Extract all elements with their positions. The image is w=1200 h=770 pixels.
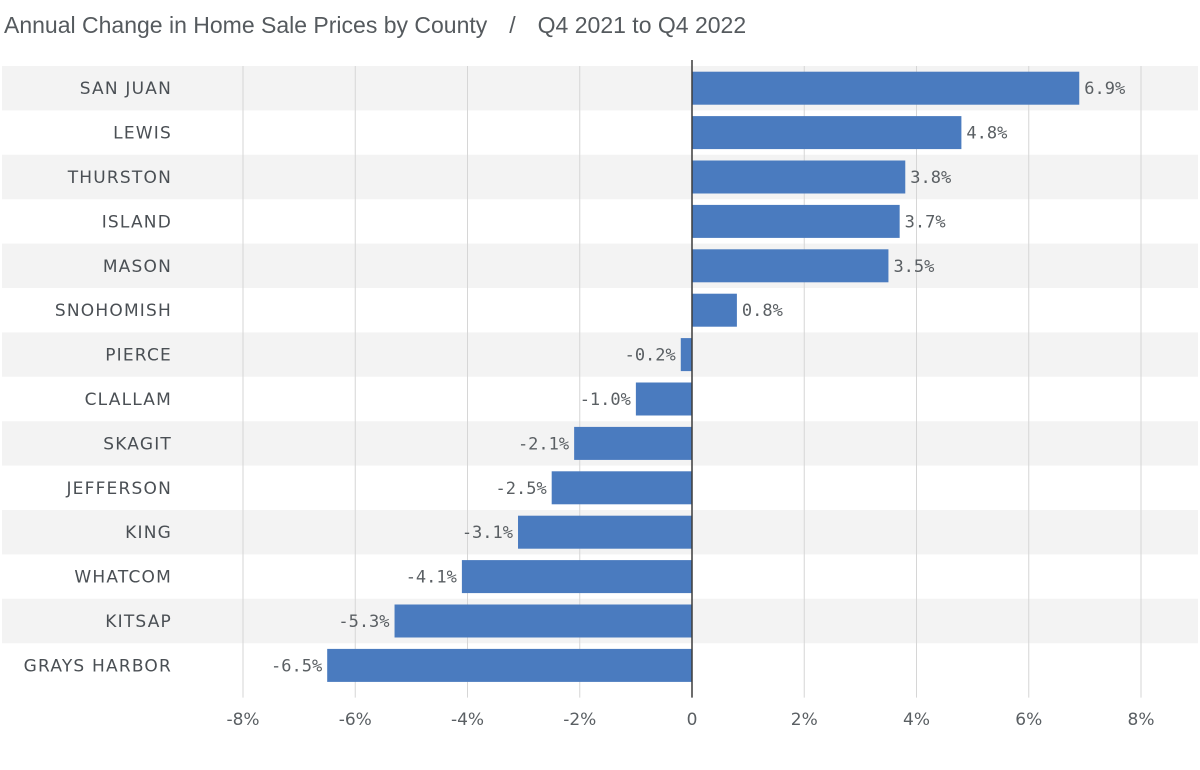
bar <box>692 160 906 194</box>
category-label: GRAYS HARBOR <box>24 656 172 676</box>
x-tick-label: 6% <box>1015 710 1042 730</box>
bar <box>692 71 1080 105</box>
x-tick-label: 2% <box>791 710 818 730</box>
gridlines <box>242 66 1142 698</box>
value-labels: 6.9% 4.8% 3.8% 3.7% 3.5% 0.8% -0.2% -1.0% -2.1% -… <box>271 79 1125 676</box>
bars <box>327 71 1080 682</box>
bar <box>692 249 889 283</box>
category-label: WHATCOM <box>74 568 172 588</box>
category-label: MASON <box>103 257 172 277</box>
value-label: -6.5% <box>271 656 322 676</box>
bar <box>692 204 900 238</box>
value-label: 4.8% <box>966 124 1007 144</box>
value-label: 3.8% <box>910 168 951 188</box>
title-separator: / <box>509 12 516 38</box>
value-label: 6.9% <box>1084 79 1125 99</box>
category-label: KING <box>125 523 172 543</box>
category-label: SAN JUAN <box>80 79 172 99</box>
chart-subtitle: Q4 2021 to Q4 2022 <box>537 12 747 38</box>
value-label: -2.1% <box>518 434 569 454</box>
bar <box>680 338 692 372</box>
bar <box>635 382 692 416</box>
bar <box>518 515 692 549</box>
category-label: PIERCE <box>105 346 172 366</box>
value-label: -2.5% <box>496 479 547 499</box>
value-label: -3.1% <box>462 523 513 543</box>
row-band <box>2 332 1198 377</box>
category-label: THURSTON <box>67 168 172 188</box>
bar <box>692 116 962 150</box>
category-label: KITSAP <box>105 612 172 632</box>
x-tick-label: -6% <box>339 710 372 730</box>
category-label: CLALLAM <box>85 390 172 410</box>
x-tick-label: -4% <box>451 710 484 730</box>
x-tick-label: 0 <box>687 710 698 730</box>
x-tick-label: 8% <box>1128 710 1155 730</box>
category-label: JEFFERSON <box>65 479 172 499</box>
value-label: 3.7% <box>905 212 946 232</box>
category-label: SNOHOMISH <box>55 301 172 321</box>
row-band <box>2 154 1198 200</box>
category-label: LEWIS <box>113 124 172 144</box>
chart-title-line: Annual Change in Home Sale Prices by Cou… <box>4 12 746 39</box>
value-label: -5.3% <box>338 612 389 632</box>
category-label: ISLAND <box>102 212 172 232</box>
x-tick-labels: -8% -6% -4% -2% 0 2% 4% 6% 8% <box>226 710 1154 730</box>
value-label: -4.1% <box>406 568 457 588</box>
x-tick-label: -2% <box>563 710 596 730</box>
value-label: -1.0% <box>580 390 631 410</box>
category-labels: SAN JUAN LEWIS THURSTON ISLAND MASON SNOHOMIS… <box>24 79 172 676</box>
row-bands <box>2 66 1198 644</box>
chart-title: Annual Change in Home Sale Prices by Cou… <box>4 12 488 38</box>
bar <box>574 426 692 460</box>
bar <box>692 293 737 327</box>
value-label: 3.5% <box>893 257 934 277</box>
category-label: SKAGIT <box>103 434 172 454</box>
bar <box>551 471 692 505</box>
value-label: 0.8% <box>742 301 783 321</box>
bar <box>461 560 692 594</box>
value-label: -0.2% <box>625 346 676 366</box>
bar <box>327 648 692 682</box>
x-tick-label: -8% <box>226 710 259 730</box>
row-band <box>2 243 1198 288</box>
x-tick-label: 4% <box>903 710 930 730</box>
bar <box>394 604 692 638</box>
